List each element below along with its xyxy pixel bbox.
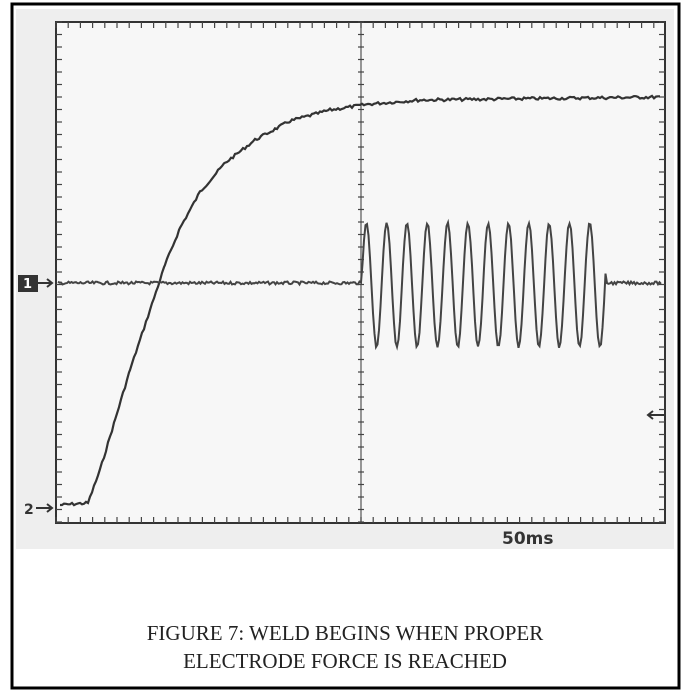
current-trace [57, 218, 662, 351]
force-trace [60, 94, 660, 507]
channel-1-label: 1 [23, 277, 32, 292]
channel-1-marker [18, 275, 38, 292]
channel-1-arrow [38, 278, 54, 288]
trigger-arrow [646, 410, 664, 420]
channel-2-arrow [36, 503, 54, 513]
channel-2-label: 2 [24, 502, 34, 518]
caption-line: FIGURE 7: WELD BEGINS WHEN PROPER [147, 621, 544, 645]
caption-line: ELECTRODE FORCE IS REACHED [183, 649, 507, 673]
timebase: 50ms [502, 529, 554, 549]
